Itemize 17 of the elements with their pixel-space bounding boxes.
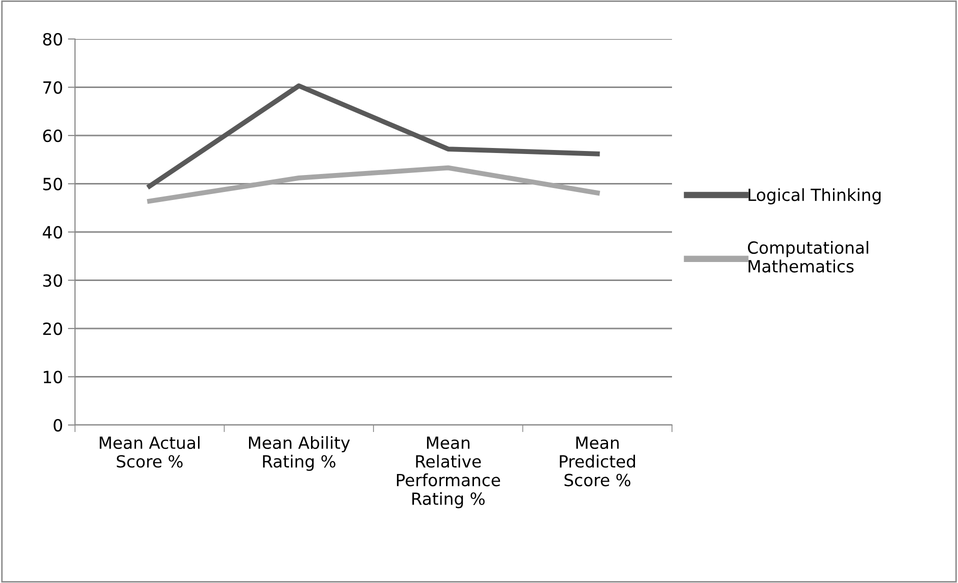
legend-label: Computational Mathematics bbox=[748, 241, 868, 273]
y-tick-label: 10 bbox=[44, 370, 62, 384]
line-series bbox=[147, 165, 600, 204]
y-tick-label: 60 bbox=[43, 129, 62, 142]
y-tick-label: 0 bbox=[54, 418, 62, 432]
legend-label: Logical Thinking bbox=[748, 188, 881, 204]
y-tick-label: 40 bbox=[42, 226, 62, 239]
y-tick-label: 80 bbox=[43, 32, 62, 46]
y-tick-label: 70 bbox=[43, 81, 62, 94]
x-tick-label: Mean Actual Score % bbox=[100, 436, 200, 468]
x-tick-label: Mean Predicted Score % bbox=[560, 436, 635, 486]
x-tick-label: Mean Ability Rating % bbox=[249, 436, 350, 471]
y-tick-label: 30 bbox=[43, 274, 62, 287]
x-tick-label: Mean Relative Performance Rating % bbox=[396, 436, 500, 508]
y-tick-label: 20 bbox=[43, 322, 62, 336]
y-tick-label: 50 bbox=[43, 178, 62, 190]
line-series bbox=[147, 83, 600, 189]
